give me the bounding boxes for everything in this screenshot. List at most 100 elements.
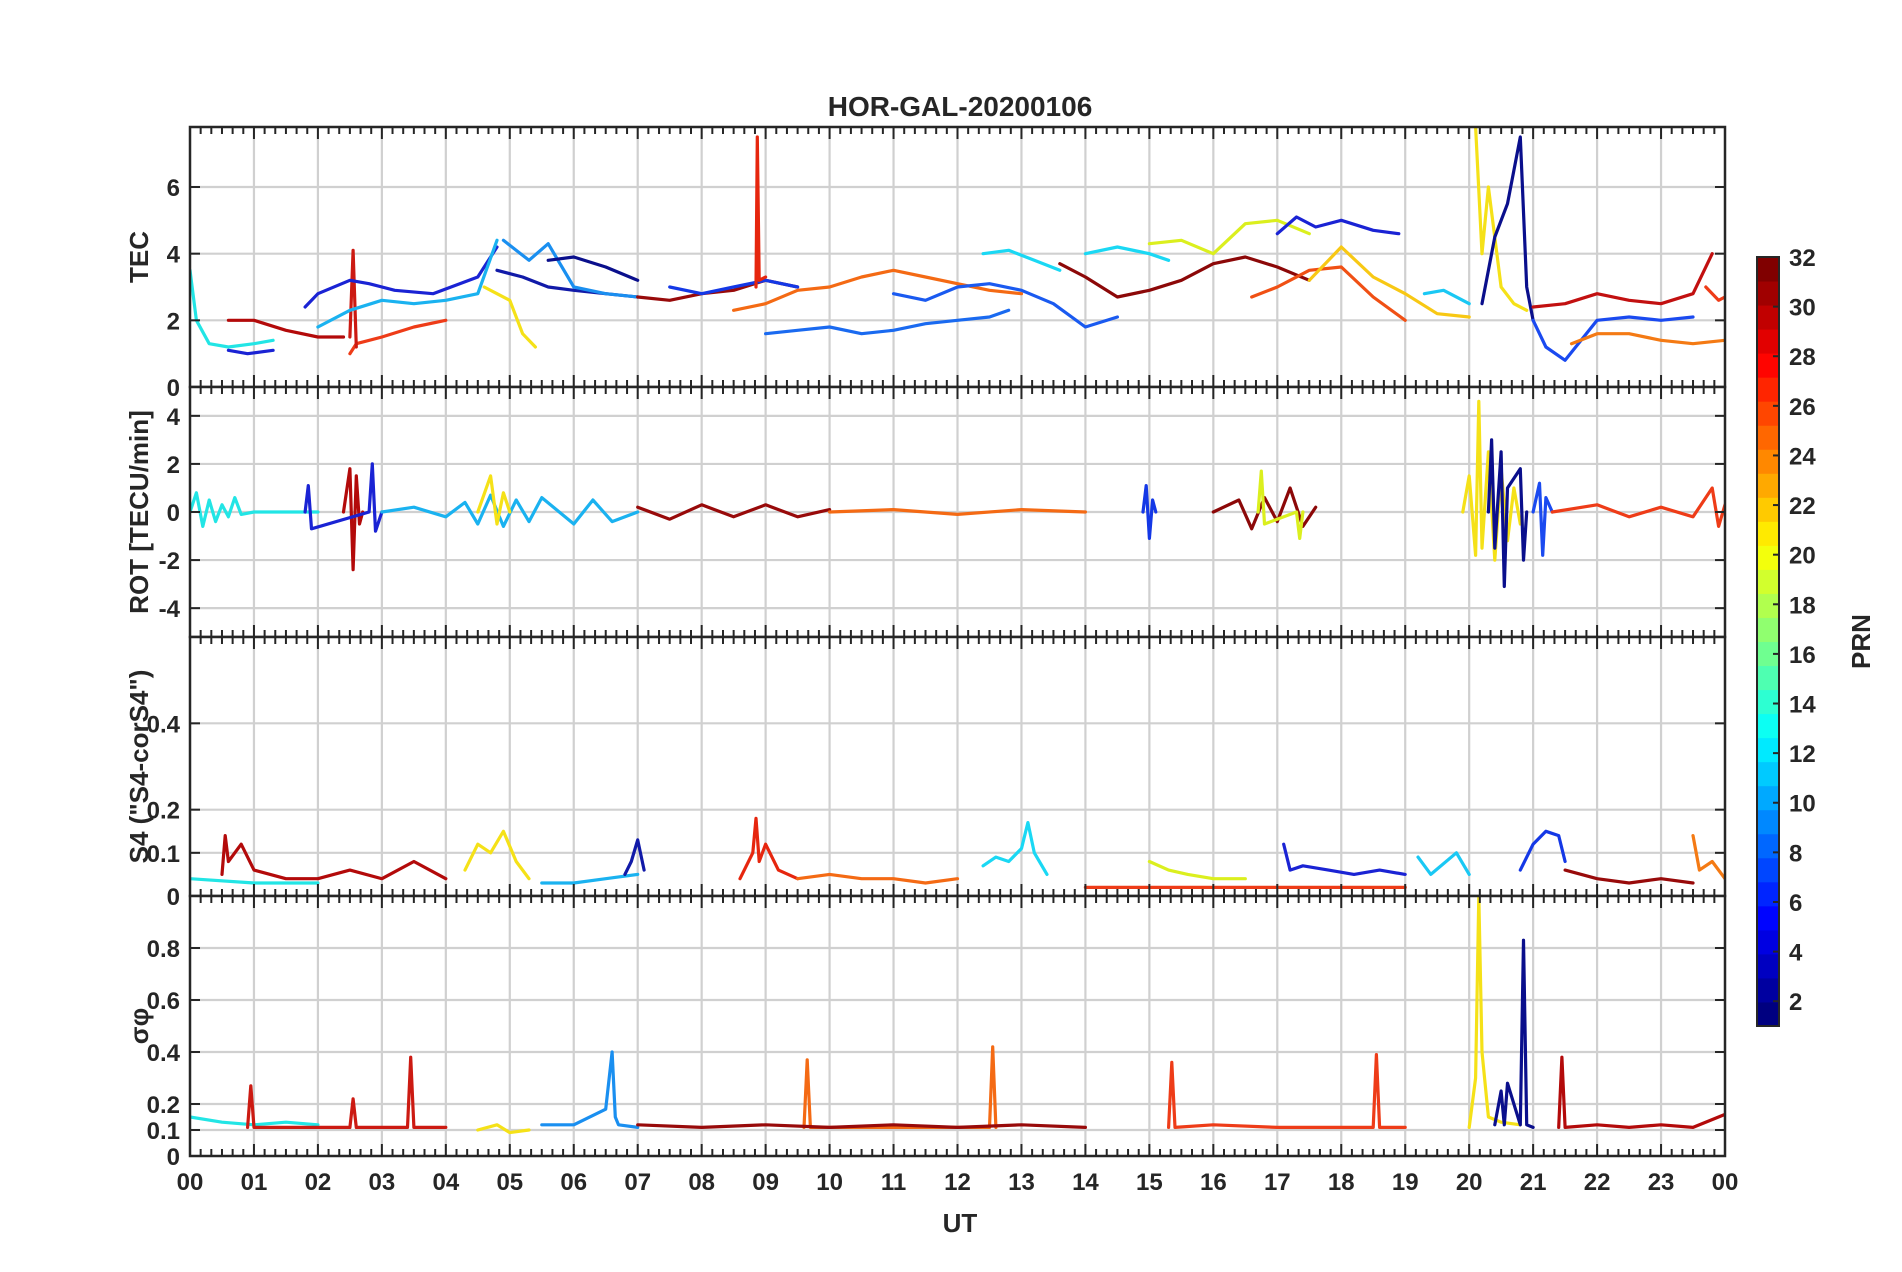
colorbar-tick-label: 18	[1789, 592, 1816, 619]
x-axis-label: UT	[943, 1208, 978, 1238]
x-tick-label: 16	[1200, 1169, 1227, 1196]
sigma-y-tick-label: 0.6	[147, 988, 180, 1015]
sigma-series-prn-28	[246, 1055, 448, 1130]
colorbar-segment	[1757, 329, 1779, 354]
s4-series-prn-3	[623, 838, 646, 877]
s4-panel: 0 0.1 0.2 0.4S4 ("S4-corS4")	[124, 635, 1727, 911]
rot-series-prn-20	[1461, 399, 1522, 562]
colorbar-tick-label: 24	[1789, 443, 1816, 470]
colorbar-tick-label: 6	[1789, 890, 1802, 917]
tec-series-prn-5	[668, 278, 800, 296]
tec-series-prn-29	[1531, 252, 1714, 309]
colorbar-segment	[1757, 737, 1779, 763]
s4-series-prn-27	[738, 816, 800, 881]
rot-y-tick-label: -4	[159, 596, 181, 623]
colorbar-tick-label: 30	[1789, 295, 1816, 322]
colorbar-segment	[1757, 881, 1779, 907]
colorbar-tick-label: 10	[1789, 791, 1816, 818]
x-tick-label: 14	[1072, 1169, 1099, 1196]
sigma-y-tick-label: 0.2	[147, 1092, 180, 1119]
sigma-series-prn-31	[636, 1123, 1088, 1130]
rot-series-prn-2	[1486, 438, 1529, 589]
colorbar-segment	[1757, 857, 1779, 883]
rot-series-prn-31	[636, 503, 832, 521]
colorbar-tick-label: 28	[1789, 344, 1816, 371]
tec-panel: 0 2 4 6 TEC	[124, 125, 1727, 402]
tec-series-prn-19	[1147, 218, 1311, 256]
rot-series-prn-4	[303, 462, 384, 533]
sigma-axes-frame	[188, 894, 1727, 1158]
x-tick-label: 00	[1712, 1169, 1739, 1196]
sigma-series-prn-26	[1166, 1052, 1407, 1130]
colorbar-segment	[1757, 353, 1779, 378]
x-tick-label: 04	[432, 1169, 459, 1196]
tec-series-prn-32	[1058, 255, 1311, 299]
s4-series-prn-14	[190, 877, 320, 885]
sigma-series-prn-2	[1493, 938, 1535, 1130]
x-tick-label: 17	[1264, 1169, 1291, 1196]
x-tick-label: 01	[241, 1169, 268, 1196]
sigma-y-tick-label: 0.1	[147, 1118, 180, 1145]
tec-series-prn-25	[1250, 265, 1407, 322]
tec-series-prn-8	[763, 308, 1011, 336]
colorbar-tick-label: 14	[1789, 692, 1816, 719]
colorbar-segment	[1757, 305, 1779, 330]
rot-series-prn-24	[827, 508, 1088, 517]
x-tick-label: 18	[1328, 1169, 1355, 1196]
tec-y-tick-label: 4	[167, 242, 181, 269]
chart-title: HOR-GAL-20200106	[828, 91, 1093, 122]
x-tick-label: 00	[177, 1169, 204, 1196]
s4-series-prn-11	[1416, 851, 1471, 877]
rot-series-prn-20	[476, 474, 512, 526]
rot-y-tick-label: 2	[167, 452, 180, 479]
colorbar-segment	[1757, 401, 1779, 426]
colorbar-segment	[1757, 617, 1779, 642]
rot-y-tick-label: -2	[159, 548, 180, 575]
s4-series-prn-20	[463, 829, 531, 881]
tec-series-prn-14	[190, 268, 275, 349]
colorbar-segment	[1757, 689, 1779, 715]
tec-series-prn-30	[226, 318, 346, 339]
colorbar-frame	[1756, 256, 1780, 1027]
colorbar-segment	[1757, 497, 1779, 522]
s4-series-prn-31	[1563, 868, 1695, 885]
x-tick-label: 19	[1392, 1169, 1419, 1196]
colorbar-segment	[1757, 377, 1779, 402]
colorbar-segment	[1757, 713, 1779, 739]
s4-series-prn-5	[1518, 829, 1567, 872]
colorbar-segment	[1757, 953, 1779, 979]
tec-series-prn-11	[1422, 288, 1471, 306]
tec-series-prn-21	[1307, 245, 1471, 319]
colorbar-label: PRN	[1846, 614, 1876, 669]
x-tick-label: 05	[496, 1169, 523, 1196]
s4-series-prn-23	[1691, 833, 1725, 881]
colorbar-segment	[1757, 545, 1779, 570]
colorbar-segment	[1757, 281, 1779, 306]
colorbar-tick-label: 32	[1789, 245, 1816, 272]
sigma-y-tick-label: 0.4	[147, 1040, 181, 1067]
tec-y-tick-label: 2	[167, 308, 180, 335]
s4-series-prn-19	[1147, 859, 1247, 881]
sigma-y-tick-label: 0.8	[147, 936, 180, 963]
tec-series-prn-12	[316, 238, 499, 329]
tec-series-prn-4	[1275, 215, 1401, 236]
colorbar-tick-label: 26	[1789, 394, 1816, 421]
sigma-series-group	[190, 896, 1725, 1135]
tec-y-axis-label: TEC	[124, 231, 154, 283]
colorbar-segment	[1757, 521, 1779, 546]
colorbar-segment	[1757, 473, 1779, 498]
s4-series-prn-4	[1282, 842, 1407, 877]
tec-series-prn-4	[303, 245, 499, 309]
s4-series-prn-24	[795, 872, 960, 885]
s4-series-group	[190, 816, 1725, 890]
colorbar-tick-label: 16	[1789, 642, 1816, 669]
x-tick-label: 13	[1008, 1169, 1035, 1196]
sigma-series-prn-30	[1557, 1055, 1725, 1130]
rot-series-prn-26	[1550, 486, 1725, 529]
x-tick-label: 02	[305, 1169, 332, 1196]
colorbar-segment	[1757, 257, 1779, 282]
rot-y-tick-label: 0	[167, 500, 180, 527]
tec-series-prn-20	[482, 285, 538, 349]
